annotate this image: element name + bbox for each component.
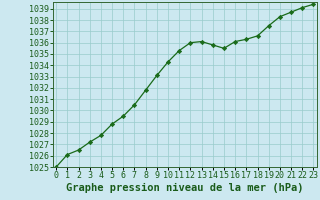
X-axis label: Graphe pression niveau de la mer (hPa): Graphe pression niveau de la mer (hPa) — [66, 183, 304, 193]
